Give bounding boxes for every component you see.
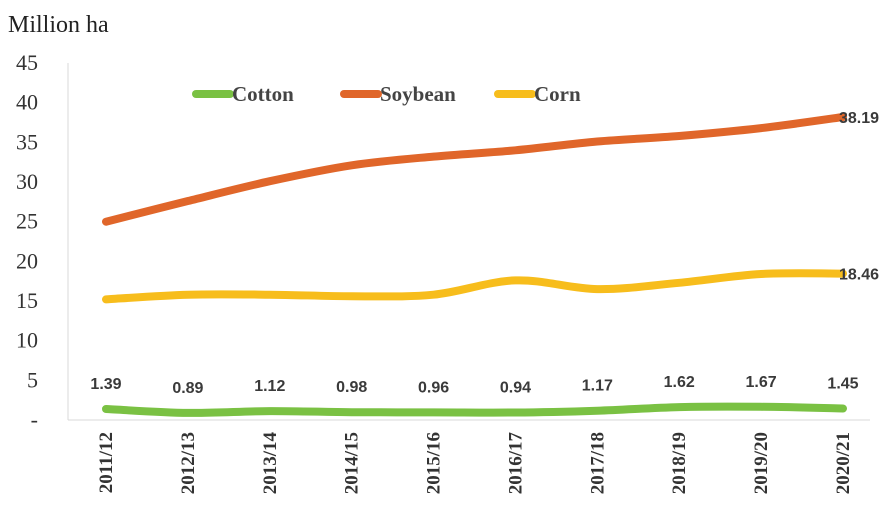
- data-label-soybean: 38.19: [839, 110, 879, 127]
- x-tick-labels: 2011/12 2012/13 2013/14 2014/15 2015/16 2016/…: [96, 432, 854, 495]
- data-label-cotton: 0.98: [336, 379, 367, 396]
- y-tick-labels: - 5 10 15 20 25 30 35 40 45: [16, 50, 38, 432]
- y-tick-label: 15: [16, 288, 38, 313]
- legend: Cotton Soybean Corn: [192, 82, 581, 106]
- y-tick-label: 45: [16, 50, 38, 75]
- x-tick-label: 2015/16: [424, 432, 445, 494]
- series-line-cotton: [102, 402, 847, 417]
- x-tick-label: 2014/15: [342, 432, 363, 494]
- data-label-cotton: 1.39: [90, 376, 121, 393]
- legend-label-soybean: Soybean: [380, 82, 456, 106]
- data-label-cotton: 1.12: [254, 378, 285, 395]
- y-axis-label: Million ha: [8, 12, 109, 38]
- x-tick-label: 2011/12: [96, 432, 117, 493]
- series-line-corn: [102, 269, 847, 304]
- legend-label-cotton: Cotton: [232, 82, 294, 106]
- y-tick-label: 25: [16, 209, 38, 234]
- y-tick-label: 20: [16, 248, 38, 273]
- x-tick-label: 2020/21: [833, 432, 854, 494]
- y-tick-label: 30: [16, 169, 38, 194]
- x-tick-label: 2019/20: [751, 432, 772, 494]
- y-tick-label: 40: [16, 90, 38, 115]
- data-label-cotton: 1.45: [827, 375, 858, 392]
- x-tick-label: 2017/18: [587, 432, 608, 494]
- legend-label-corn: Corn: [534, 82, 581, 106]
- data-label-cotton: 1.67: [746, 374, 777, 391]
- series-lines: [102, 113, 847, 417]
- x-tick-label: 2016/17: [505, 432, 526, 495]
- y-tick-label: -: [31, 407, 38, 432]
- data-label-cotton: 1.62: [664, 374, 695, 391]
- y-tick-label: 10: [16, 328, 38, 353]
- data-label-cotton: 0.94: [500, 380, 531, 397]
- data-label-cotton: 0.96: [418, 379, 449, 396]
- x-tick-label: 2012/13: [178, 432, 199, 494]
- data-labels: 1.39 0.89 1.12 0.98 0.96 0.94 1.17 1.62 1.67 1.45…: [90, 110, 879, 397]
- data-label-cotton: 0.89: [172, 380, 203, 397]
- x-tick-label: 2013/14: [260, 432, 281, 495]
- axes: [67, 63, 870, 421]
- series-line-soybean: [102, 113, 847, 226]
- y-tick-label: 35: [16, 129, 38, 154]
- y-tick-label: 5: [27, 367, 38, 392]
- x-tick-label: 2018/19: [669, 432, 690, 494]
- data-label-corn: 18.46: [839, 267, 879, 284]
- data-label-cotton: 1.17: [582, 378, 613, 395]
